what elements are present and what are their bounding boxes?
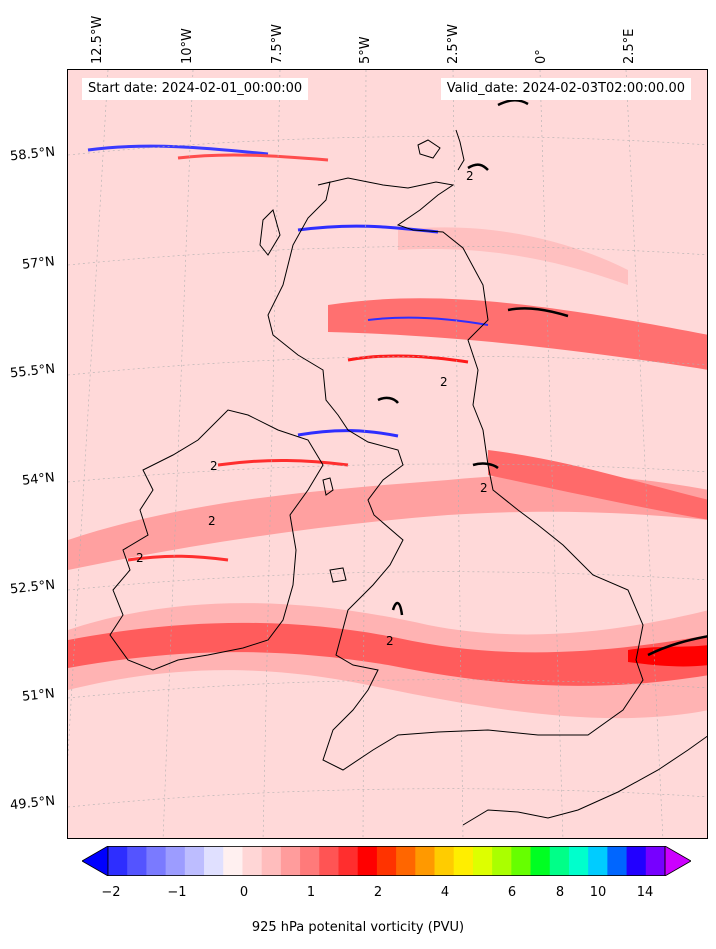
colorbar-segment bbox=[280, 846, 301, 876]
france-coastline bbox=[462, 735, 707, 826]
colorbar-segment bbox=[223, 846, 243, 876]
colorbar-segment bbox=[261, 846, 282, 876]
valid-date-label: Valid_date: 2024-02-03T02:00:00.00 bbox=[440, 78, 691, 100]
colorbar-extend-max bbox=[664, 846, 691, 876]
colorbar-segment bbox=[626, 846, 647, 876]
shetland-coastline bbox=[455, 129, 465, 171]
start-date-label: Start date: 2024-02-01_00:00:00 bbox=[82, 78, 309, 100]
pv-positive-streak bbox=[127, 554, 229, 562]
contour-label: 2 bbox=[466, 169, 474, 183]
colorbar-segment bbox=[511, 846, 532, 876]
colorbar-tick-label: −2 bbox=[101, 885, 121, 900]
colorbar-segment bbox=[568, 846, 589, 876]
pv-positive-streak bbox=[347, 354, 469, 364]
colorbar-segment bbox=[108, 846, 128, 876]
colorbar bbox=[82, 846, 691, 876]
colorbar-segment bbox=[376, 846, 397, 876]
colorbar-segment bbox=[530, 846, 551, 876]
colorbar-segment bbox=[242, 846, 263, 876]
lat-label: 57°N bbox=[21, 254, 56, 273]
great-britain-coastline bbox=[267, 177, 644, 771]
colorbar-segment bbox=[492, 846, 512, 876]
lon-label: 10°W bbox=[180, 28, 195, 64]
pv-band-south-core bbox=[68, 622, 707, 686]
colorbar-segment bbox=[472, 846, 493, 876]
lat-label: 55.5°N bbox=[9, 361, 56, 382]
colorbar-segment bbox=[549, 846, 570, 876]
pv-band-northsea bbox=[488, 450, 707, 520]
contour-label: 2 bbox=[386, 634, 394, 648]
colorbar-segment bbox=[607, 846, 628, 876]
colorbar-segment bbox=[645, 846, 666, 876]
lat-label: 58.5°N bbox=[9, 144, 56, 165]
pv-positive-streak bbox=[177, 153, 329, 162]
orkney-coastline bbox=[417, 139, 441, 159]
colorbar-tick-label: 0 bbox=[239, 885, 249, 900]
lon-label: 12.5°W bbox=[90, 15, 105, 64]
pv-negative-streak bbox=[367, 316, 489, 326]
colorbar-segment bbox=[338, 846, 359, 876]
contour-label: 2 bbox=[480, 481, 488, 495]
colorbar-segment bbox=[184, 846, 205, 876]
anglesey-coastline bbox=[329, 567, 347, 583]
hebrides-coastline bbox=[259, 209, 281, 256]
colorbar-extend-min bbox=[82, 846, 109, 876]
lat-label: 54°N bbox=[21, 470, 56, 489]
colorbar-tick-label: −1 bbox=[167, 885, 187, 900]
pv-band-ireland bbox=[68, 474, 707, 570]
ireland-coastline bbox=[109, 409, 324, 671]
isle-of-man-coastline bbox=[322, 477, 334, 496]
colorbar-segment bbox=[588, 846, 608, 876]
contour-label: 2 bbox=[440, 375, 448, 389]
lon-label: 2.5°E bbox=[622, 28, 637, 64]
colorbar-tick-label: 4 bbox=[440, 885, 450, 900]
colorbar-outline bbox=[107, 846, 666, 876]
contour-label: 2 bbox=[136, 551, 144, 565]
pv-map: 2 2 2 2 2 2 2 bbox=[68, 70, 707, 838]
colorbar-segment bbox=[453, 846, 474, 876]
colorbar-segment bbox=[300, 846, 320, 876]
colorbar-tick-label: 1 bbox=[306, 885, 316, 900]
pv-band-central bbox=[328, 298, 707, 370]
pv-negative-streak bbox=[297, 429, 399, 438]
colorbar-segment bbox=[396, 846, 416, 876]
pv-2-contours bbox=[377, 99, 707, 657]
pv-max-core bbox=[628, 645, 707, 667]
lon-label: 7.5°W bbox=[270, 23, 285, 64]
contour-label: 2 bbox=[210, 459, 218, 473]
colorbar-segment bbox=[204, 846, 224, 876]
graticule bbox=[68, 70, 707, 838]
coastlines bbox=[109, 129, 707, 826]
lat-label: 49.5°N bbox=[9, 793, 56, 814]
pv-positive-streak bbox=[217, 459, 349, 467]
lon-label: 0° bbox=[534, 49, 549, 64]
lon-label: 5°W bbox=[358, 36, 373, 64]
colorbar-segment bbox=[127, 846, 147, 876]
colorbar-tick-label: 6 bbox=[507, 885, 517, 900]
colorbar-tick-label: 2 bbox=[373, 885, 383, 900]
lon-label: 2.5°W bbox=[446, 23, 461, 64]
colorbar-segment bbox=[165, 846, 186, 876]
colorbar-segment bbox=[146, 846, 167, 876]
lat-label: 51°N bbox=[21, 686, 56, 705]
colorbar-tick-label: 10 bbox=[589, 885, 607, 900]
colorbar-segment bbox=[434, 846, 455, 876]
colorbar-segment bbox=[357, 846, 378, 876]
colorbar-tick-label: 8 bbox=[555, 885, 565, 900]
map-panel: 2 2 2 2 2 2 2 bbox=[67, 69, 708, 839]
pv-negative-streak bbox=[87, 144, 269, 156]
contour-label: 2 bbox=[208, 514, 216, 528]
lat-label: 52.5°N bbox=[9, 577, 56, 598]
colorbar-title: 925 hPa potenital vorticity (PVU) bbox=[251, 920, 465, 935]
colorbar-tick-label: 14 bbox=[636, 885, 654, 900]
colorbar-segment bbox=[415, 846, 436, 876]
colorbar-segment bbox=[319, 846, 339, 876]
